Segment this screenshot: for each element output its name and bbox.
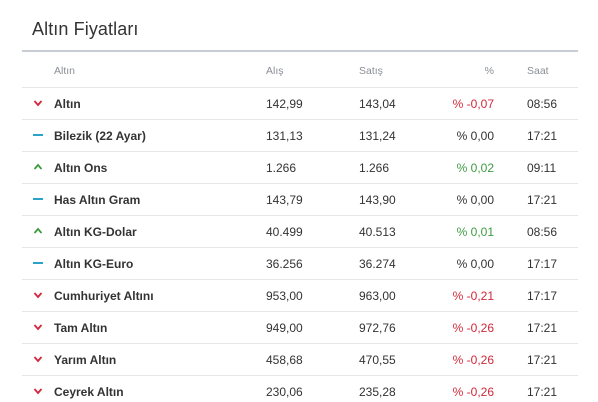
table-row[interactable]: Tam Altın 949,00 972,76 % -0,26 17:21	[22, 312, 578, 344]
header-sell: Satış	[359, 65, 383, 77]
dash-icon	[33, 198, 43, 200]
row-name: Altın Ons	[54, 161, 108, 175]
header-name: Altın	[54, 65, 76, 77]
chevron-up-icon	[33, 163, 43, 170]
row-percent-change: % 0,02	[456, 161, 494, 175]
row-time: 17:21	[527, 321, 558, 335]
row-time: 17:17	[527, 289, 558, 303]
row-percent-change: % -0,26	[452, 321, 494, 335]
table-row[interactable]: Altın KG-Dolar 40.499 40.513 % 0,01 08:56	[22, 216, 578, 248]
row-name: Altın KG-Euro	[54, 257, 134, 271]
row-time: 17:17	[527, 257, 558, 271]
widget-header: Altın Fiyatları	[22, 0, 578, 52]
row-sell-price: 1.266	[359, 161, 390, 175]
table-row[interactable]: Has Altın Gram 143,79 143,90 % 0,00 17:21	[22, 184, 578, 216]
row-sell-price: 40.513	[359, 225, 396, 239]
row-buy-price: 143,79	[266, 193, 303, 207]
row-sell-price: 972,76	[359, 321, 396, 335]
row-name: Tam Altın	[54, 321, 108, 335]
row-buy-price: 36.256	[266, 257, 303, 271]
row-buy-price: 458,68	[266, 353, 303, 367]
row-time: 17:21	[527, 353, 558, 367]
chevron-up-icon	[33, 227, 43, 234]
row-time: 08:56	[527, 97, 558, 111]
row-percent-change: % -0,21	[452, 289, 494, 303]
row-name: Altın	[54, 97, 81, 111]
row-buy-price: 949,00	[266, 321, 303, 335]
header-time: Saat	[527, 65, 549, 77]
table-row[interactable]: Altın KG-Euro 36.256 36.274 % 0,00 17:17	[22, 248, 578, 280]
row-buy-price: 1.266	[266, 161, 297, 175]
table-body: Altın 142,99 143,04 % -0,07 08:56 Bilezik (22…	[22, 88, 578, 402]
table-row[interactable]: Cumhuriyet Altını 953,00 963,00 % -0,21 17:1…	[22, 280, 578, 312]
row-time: 17:21	[527, 385, 558, 399]
row-percent-change: % 0,00	[456, 257, 494, 271]
table-row[interactable]: Bilezik (22 Ayar) 131,13 131,24 % 0,00 17:21	[22, 120, 578, 152]
row-sell-price: 470,55	[359, 353, 396, 367]
row-buy-price: 40.499	[266, 225, 303, 239]
table-row[interactable]: Altın 142,99 143,04 % -0,07 08:56	[22, 88, 578, 120]
chevron-down-icon	[33, 324, 43, 331]
table-row[interactable]: Yarım Altın 458,68 470,55 % -0,26 17:21	[22, 344, 578, 376]
row-percent-change: % 0,00	[456, 129, 494, 143]
row-name: Ceyrek Altın	[54, 385, 124, 399]
table-row[interactable]: Ceyrek Altın 230,06 235,28 % -0,26 17:21	[22, 376, 578, 402]
header-buy: Alış	[266, 65, 284, 77]
chevron-down-icon	[33, 388, 43, 395]
row-sell-price: 235,28	[359, 385, 396, 399]
row-percent-change: % -0,26	[452, 353, 494, 367]
chevron-down-icon	[33, 356, 43, 363]
row-sell-price: 131,24	[359, 129, 396, 143]
header-percent: %	[484, 65, 494, 77]
row-percent-change: % -0,26	[452, 385, 494, 399]
row-name: Yarım Altın	[54, 353, 117, 367]
row-percent-change: % 0,00	[456, 193, 494, 207]
row-sell-price: 963,00	[359, 289, 396, 303]
row-name: Has Altın Gram	[54, 193, 141, 207]
row-percent-change: % 0,01	[456, 225, 494, 239]
row-sell-price: 36.274	[359, 257, 396, 271]
table-header-row: Altın Alış Satış % Saat	[22, 56, 578, 88]
row-buy-price: 131,13	[266, 129, 303, 143]
row-time: 08:56	[527, 225, 558, 239]
prices-table: Altın Alış Satış % Saat Altın 142,99 143,0…	[22, 56, 578, 402]
widget-title: Altın Fiyatları	[32, 19, 139, 39]
row-name: Bilezik (22 Ayar)	[54, 129, 146, 143]
row-sell-price: 143,04	[359, 97, 396, 111]
row-buy-price: 953,00	[266, 289, 303, 303]
row-name: Cumhuriyet Altını	[54, 289, 154, 303]
dash-icon	[33, 134, 43, 136]
row-buy-price: 230,06	[266, 385, 303, 399]
row-time: 17:21	[527, 193, 558, 207]
row-time: 17:21	[527, 129, 558, 143]
dash-icon	[33, 262, 43, 264]
table-row[interactable]: Altın Ons 1.266 1.266 % 0,02 09:11	[22, 152, 578, 184]
row-percent-change: % -0,07	[452, 97, 494, 111]
chevron-down-icon	[33, 100, 43, 107]
row-buy-price: 142,99	[266, 97, 303, 111]
row-name: Altın KG-Dolar	[54, 225, 137, 239]
row-sell-price: 143,90	[359, 193, 396, 207]
chevron-down-icon	[33, 292, 43, 299]
row-time: 09:11	[527, 161, 557, 175]
